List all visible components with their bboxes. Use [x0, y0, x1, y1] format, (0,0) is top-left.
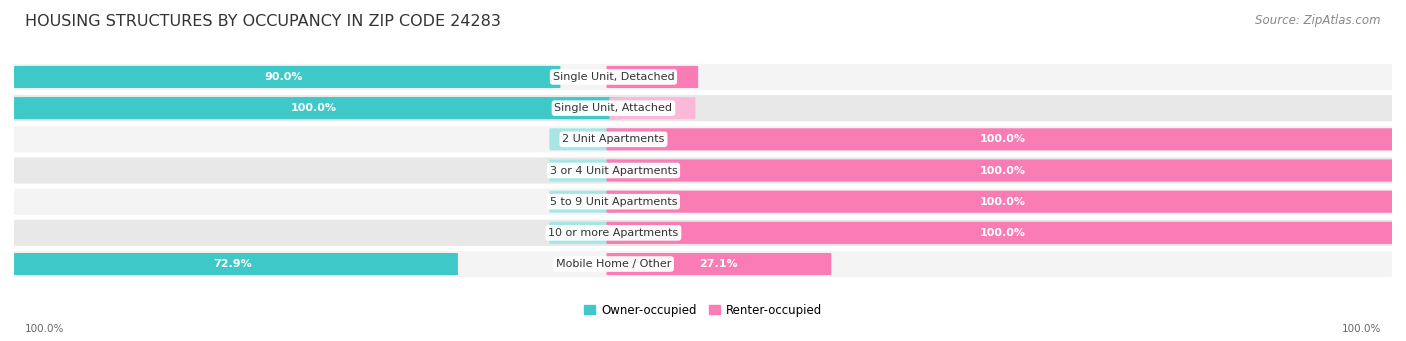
FancyBboxPatch shape: [7, 95, 1399, 121]
Text: 100.0%: 100.0%: [980, 165, 1026, 176]
FancyBboxPatch shape: [606, 66, 699, 88]
FancyBboxPatch shape: [7, 251, 1399, 277]
Text: Source: ZipAtlas.com: Source: ZipAtlas.com: [1256, 14, 1381, 27]
Legend: Owner-occupied, Renter-occupied: Owner-occupied, Renter-occupied: [579, 299, 827, 322]
Text: 0.0%: 0.0%: [634, 103, 662, 113]
FancyBboxPatch shape: [14, 253, 458, 275]
FancyBboxPatch shape: [7, 64, 1399, 90]
Text: 100.0%: 100.0%: [1341, 324, 1381, 334]
Text: 3 or 4 Unit Apartments: 3 or 4 Unit Apartments: [550, 165, 678, 176]
FancyBboxPatch shape: [606, 191, 1399, 213]
Text: 100.0%: 100.0%: [980, 197, 1026, 207]
FancyBboxPatch shape: [7, 158, 1399, 183]
FancyBboxPatch shape: [550, 191, 617, 213]
Text: 100.0%: 100.0%: [291, 103, 337, 113]
FancyBboxPatch shape: [606, 128, 1399, 150]
FancyBboxPatch shape: [14, 97, 620, 119]
Text: 5 to 9 Unit Apartments: 5 to 9 Unit Apartments: [550, 197, 678, 207]
Text: Single Unit, Attached: Single Unit, Attached: [554, 103, 672, 113]
Text: 100.0%: 100.0%: [980, 228, 1026, 238]
Text: HOUSING STRUCTURES BY OCCUPANCY IN ZIP CODE 24283: HOUSING STRUCTURES BY OCCUPANCY IN ZIP C…: [25, 14, 501, 29]
Text: Single Unit, Detached: Single Unit, Detached: [553, 72, 675, 82]
Text: 2 Unit Apartments: 2 Unit Apartments: [562, 134, 665, 144]
FancyBboxPatch shape: [7, 126, 1399, 152]
FancyBboxPatch shape: [7, 220, 1399, 246]
Text: Mobile Home / Other: Mobile Home / Other: [555, 259, 671, 269]
FancyBboxPatch shape: [14, 66, 561, 88]
Text: 0.0%: 0.0%: [565, 134, 593, 144]
Text: 0.0%: 0.0%: [565, 228, 593, 238]
Text: 0.0%: 0.0%: [565, 165, 593, 176]
FancyBboxPatch shape: [7, 189, 1399, 215]
Text: 0.0%: 0.0%: [565, 197, 593, 207]
FancyBboxPatch shape: [550, 160, 617, 181]
FancyBboxPatch shape: [550, 128, 617, 150]
FancyBboxPatch shape: [550, 222, 617, 244]
Text: 90.0%: 90.0%: [264, 72, 304, 82]
Text: 10.0%: 10.0%: [633, 72, 672, 82]
FancyBboxPatch shape: [606, 160, 1399, 181]
Text: 10 or more Apartments: 10 or more Apartments: [548, 228, 679, 238]
FancyBboxPatch shape: [606, 253, 831, 275]
Text: 72.9%: 72.9%: [214, 259, 252, 269]
Text: 27.1%: 27.1%: [700, 259, 738, 269]
FancyBboxPatch shape: [606, 222, 1399, 244]
Text: 100.0%: 100.0%: [980, 134, 1026, 144]
FancyBboxPatch shape: [609, 97, 696, 119]
Text: 100.0%: 100.0%: [25, 324, 65, 334]
